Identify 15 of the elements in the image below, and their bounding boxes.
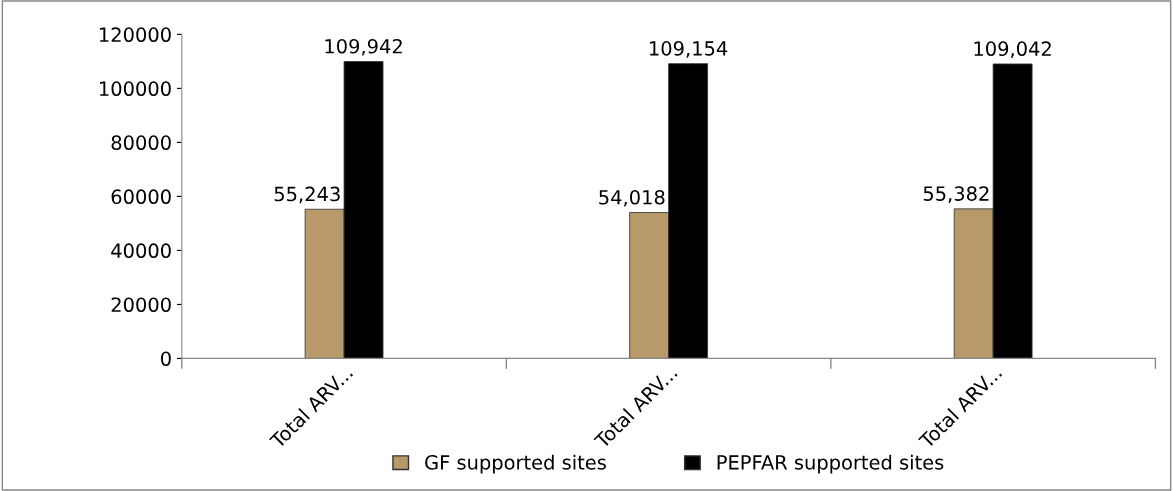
y-tick-label: 120000 — [100, 27, 171, 43]
data-label: 109,154 — [650, 41, 728, 58]
data-label: 54,018 — [599, 189, 665, 207]
data-label: 55,243 — [274, 186, 340, 204]
y-tick-label: 60000 — [111, 189, 171, 205]
data-label: 109,042 — [974, 41, 1051, 59]
y-tick-label: 40000 — [111, 243, 171, 259]
data-label: 109,942 — [325, 38, 402, 56]
legend-label: GF supported sites — [425, 454, 606, 474]
data-label: 55,382 — [923, 186, 989, 203]
y-tick-label: 0 — [161, 351, 171, 367]
y-tick-label: 20000 — [111, 297, 171, 313]
y-tick-label: 80000 — [111, 135, 171, 151]
y-tick-label: 100000 — [100, 81, 171, 97]
legend-label: PEPFAR supported sites — [717, 454, 944, 474]
